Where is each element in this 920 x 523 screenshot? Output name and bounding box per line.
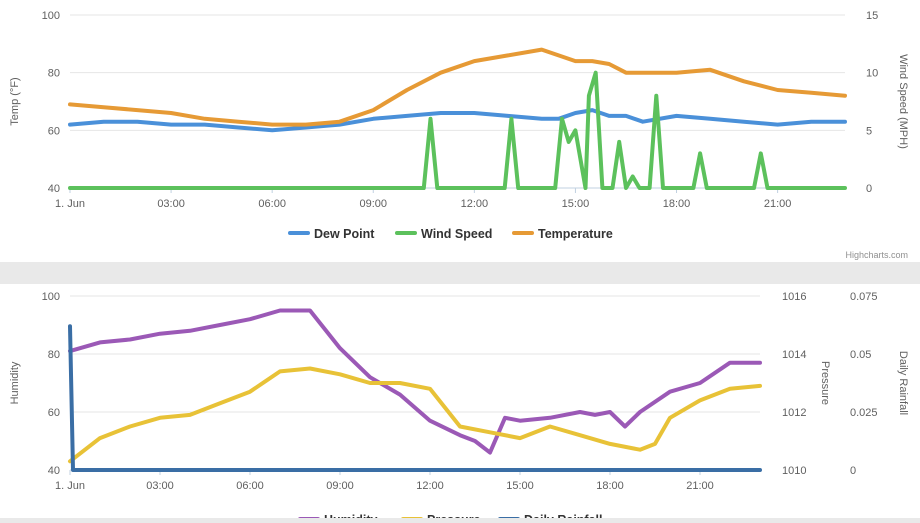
y-axis-title-right: Wind Speed (MPH) xyxy=(897,54,909,149)
y-axis-title-left: Humidity xyxy=(9,361,21,404)
y-tick-label-left: 100 xyxy=(42,10,60,22)
x-tick-label: 09:00 xyxy=(359,198,387,210)
x-tick-label: 21:00 xyxy=(686,480,714,492)
y-axis-title-pressure: Pressure xyxy=(819,361,831,405)
x-tick-label: 18:00 xyxy=(596,480,624,492)
legend-item-daily-rainfall: Daily Rainfall xyxy=(524,513,603,518)
legend-item-dew-point: Dew Point xyxy=(314,227,375,241)
chart-panel-humidity: 40 60 80 100 1. Jun 03:00 06:00 09:00 12:00 15:00… xyxy=(0,284,920,523)
y-tick-label-rainfall: 0.025 xyxy=(850,407,878,419)
y-tick-label-right: 0 xyxy=(866,183,872,195)
x-tick-label: 15:00 xyxy=(506,480,534,492)
y-tick-label-right: 10 xyxy=(866,68,878,80)
y-tick-label-left: 60 xyxy=(48,125,60,137)
x-tick-label: 12:00 xyxy=(416,480,444,492)
y-tick-label-left: 100 xyxy=(42,291,60,303)
y-tick-label-right: 15 xyxy=(866,10,878,22)
y-tick-label-pressure: 1012 xyxy=(782,407,806,419)
y-tick-label-left: 80 xyxy=(48,68,60,80)
legend-item-pressure: Pressure xyxy=(427,513,481,518)
y-tick-label-left: 60 xyxy=(48,407,60,419)
x-tick-label: 21:00 xyxy=(764,198,792,210)
y-tick-label-left: 80 xyxy=(48,349,60,361)
y-axis-title-rainfall: Daily Rainfall xyxy=(897,351,909,415)
chart-humidity-pressure-rain: 40 60 80 100 1. Jun 03:00 06:00 09:00 12:00 15:00… xyxy=(9,291,909,523)
y-tick-label-pressure: 1016 xyxy=(782,291,806,303)
y-tick-label-rainfall: 0.075 xyxy=(850,291,878,303)
legend-item-temperature: Temperature xyxy=(538,227,613,241)
series-line-humidity xyxy=(68,308,762,455)
series-line-dew-point xyxy=(68,108,847,133)
legend-item-wind-speed: Wind Speed xyxy=(421,227,492,241)
x-tick-label: 03:00 xyxy=(157,198,185,210)
series-line-temperature xyxy=(68,47,847,127)
x-tick-label: 12:00 xyxy=(461,198,489,210)
y-tick-label-left: 40 xyxy=(48,465,60,477)
x-tick-label: 1. Jun xyxy=(55,480,85,492)
x-tick-label: 03:00 xyxy=(146,480,174,492)
x-tick-label: 1. Jun xyxy=(55,198,85,210)
y-axis-title-left: Temp (°F) xyxy=(9,77,21,125)
x-tick-label: 18:00 xyxy=(663,198,691,210)
chart-panel-weather: 40 60 80 100 1. Jun 03:00 06:00 09:00 12:00 15:00… xyxy=(0,0,920,262)
series-line-wind-speed xyxy=(68,70,847,190)
y-tick-label-pressure: 1010 xyxy=(782,465,806,477)
y-tick-label-rainfall: 0 xyxy=(850,465,856,477)
series-line-pressure xyxy=(68,366,762,464)
series-line-daily-rainfall xyxy=(68,324,762,472)
y-tick-label-pressure: 1014 xyxy=(782,349,806,361)
x-tick-label: 15:00 xyxy=(562,198,590,210)
legend-item-humidity: Humidity xyxy=(324,513,378,518)
x-tick-label: 06:00 xyxy=(236,480,264,492)
y-tick-label-rainfall: 0.05 xyxy=(850,349,871,361)
x-tick-label: 06:00 xyxy=(258,198,286,210)
credit-label: Highcharts.com xyxy=(845,250,908,260)
y-tick-label-right: 5 xyxy=(866,125,872,137)
y-tick-label-left: 40 xyxy=(48,183,60,195)
x-tick-label: 09:00 xyxy=(326,480,354,492)
